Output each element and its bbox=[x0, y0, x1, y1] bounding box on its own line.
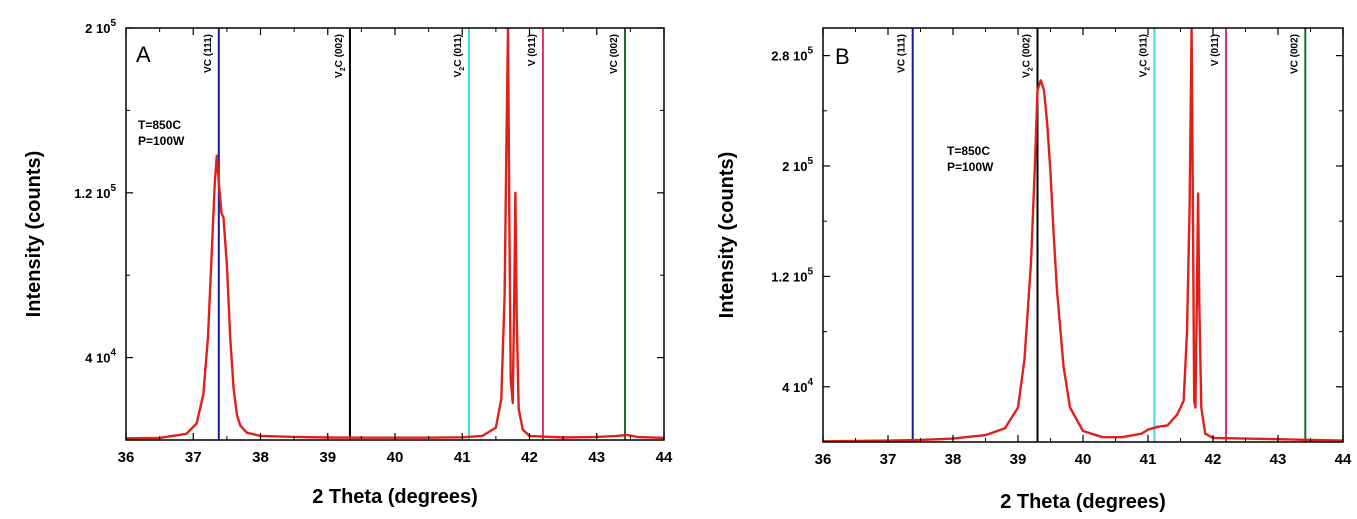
y-tick-label: 4 104 bbox=[782, 377, 813, 395]
plot-frame bbox=[822, 27, 1344, 443]
x-tick-label: 36 bbox=[815, 451, 832, 468]
reference-line-label: VC (111) bbox=[203, 34, 214, 73]
x-tick-label: 40 bbox=[1075, 451, 1092, 468]
y-tick-label: 1.2 105 bbox=[74, 183, 116, 201]
condition-annotation: P=100W bbox=[947, 160, 994, 174]
x-tick-label: 43 bbox=[588, 449, 605, 466]
reference-line-label: VC (002) bbox=[609, 34, 620, 74]
panel-letter: B bbox=[835, 44, 850, 69]
reference-line-label: VC (111) bbox=[897, 34, 908, 73]
x-tick-label: 37 bbox=[185, 449, 202, 466]
condition-annotation: P=100W bbox=[138, 134, 185, 148]
y-axis-title: Intensity (counts) bbox=[716, 152, 738, 319]
reference-line-label: VC (002) bbox=[1289, 34, 1300, 74]
x-tick-label: 41 bbox=[1140, 451, 1157, 468]
condition-annotation: T=850C bbox=[947, 144, 990, 158]
reference-line-label: V (011) bbox=[527, 34, 538, 66]
panel-a: 36 37 38 39 40 41 42 43 44 4 104 1.2 105 2 105 VC (1… bbox=[23, 18, 673, 508]
x-tick-label: 44 bbox=[656, 449, 673, 466]
reference-line-label: V2C (002) bbox=[334, 34, 347, 78]
x-tick-label: 42 bbox=[521, 449, 538, 466]
reference-line-label: V2C (011) bbox=[453, 34, 466, 77]
x-tick-label: 42 bbox=[1205, 451, 1222, 468]
x-tick-label: 39 bbox=[1010, 451, 1027, 468]
panel-b: 36 37 38 39 40 41 42 43 44 4 104 1.2 105 2 105 2.8 1… bbox=[716, 27, 1352, 513]
x-tick-label: 38 bbox=[252, 449, 269, 466]
y-tick-label: 2.8 105 bbox=[771, 46, 813, 64]
x-tick-label: 38 bbox=[945, 451, 962, 468]
diffraction-pattern-line bbox=[126, 28, 664, 440]
y-tick-label: 2 105 bbox=[85, 18, 116, 36]
x-tick-label: 41 bbox=[454, 449, 471, 466]
x-tick-label: 37 bbox=[880, 451, 897, 468]
x-axis-title: 2 Theta (degrees) bbox=[312, 486, 478, 508]
diffraction-pattern-line bbox=[823, 28, 1343, 442]
x-axis-title: 2 Theta (degrees) bbox=[1000, 491, 1166, 513]
reference-line-label: V (011) bbox=[1210, 34, 1221, 66]
plot-frame bbox=[125, 27, 665, 441]
reference-line-label: V2C (002) bbox=[1022, 34, 1035, 78]
x-tick-label: 36 bbox=[118, 449, 135, 466]
y-tick-label: 4 104 bbox=[85, 348, 116, 366]
x-tick-label: 40 bbox=[387, 449, 404, 466]
condition-annotation: T=850C bbox=[138, 118, 181, 132]
x-tick-label: 44 bbox=[1335, 451, 1352, 468]
y-tick-label: 2 105 bbox=[782, 156, 813, 174]
reference-line-label: V2C (011) bbox=[1139, 34, 1152, 77]
x-tick-label: 43 bbox=[1270, 451, 1287, 468]
x-tick-label: 39 bbox=[319, 449, 336, 466]
y-tick-label: 1.2 105 bbox=[771, 266, 813, 284]
panel-letter: A bbox=[136, 42, 151, 67]
y-axis-title: Intensity (counts) bbox=[23, 151, 45, 318]
